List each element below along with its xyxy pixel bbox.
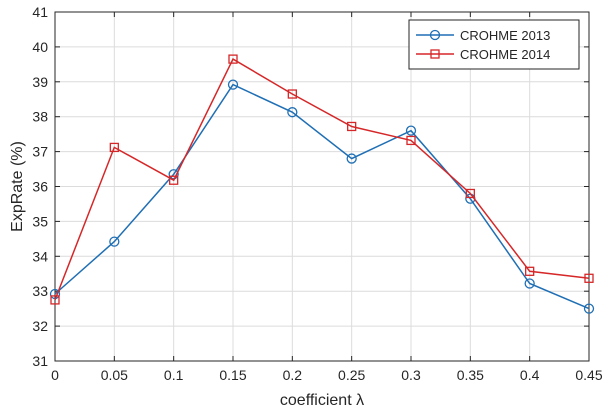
legend-item: CROHME 2014 [416, 47, 550, 62]
y-axis-label: ExpRate (%) [9, 141, 26, 232]
data-point [50, 295, 60, 305]
y-tick-label: 35 [32, 213, 48, 229]
data-point [347, 121, 357, 132]
data-point [583, 303, 595, 314]
data-point [584, 273, 594, 283]
series-line [54, 83, 590, 310]
y-tick-label: 38 [32, 109, 48, 125]
data-point [287, 89, 297, 99]
data-point [525, 266, 535, 276]
data-point [109, 236, 120, 247]
legend-label: CROHME 2013 [460, 28, 550, 43]
y-tick-label: 37 [32, 144, 48, 160]
x-axis-label: coefficient λ [280, 392, 364, 409]
series-2 [50, 54, 594, 305]
x-tick-label: 0.25 [338, 367, 365, 383]
data-point [228, 54, 238, 64]
x-tick-label: 0.3 [401, 367, 421, 383]
data-point [405, 125, 417, 136]
data-point [169, 175, 179, 185]
grid [55, 12, 589, 361]
data-point [346, 153, 357, 164]
series-1 [49, 79, 595, 314]
x-tick-label: 0.15 [219, 367, 246, 383]
data-point [406, 135, 416, 146]
y-tick-label: 33 [32, 283, 48, 299]
legend-marker [429, 29, 441, 41]
data-point [287, 107, 298, 118]
x-tick-label: 0 [51, 367, 59, 383]
x-tick-label: 0.05 [101, 367, 128, 383]
x-tick-label: 0.45 [575, 367, 602, 383]
data-point [465, 188, 475, 199]
data-point [109, 142, 119, 153]
y-tick-label: 36 [32, 179, 48, 195]
y-tick-label: 31 [32, 353, 48, 369]
legend-item: CROHME 2013 [416, 28, 550, 43]
data-point [227, 79, 239, 90]
x-tick-label: 0.2 [283, 367, 303, 383]
y-tick-label: 34 [32, 248, 48, 264]
x-tick-label: 0.35 [457, 367, 484, 383]
axis-ticks: 0 0.05 0.1 0.15 0.2 0.25 0.3 0.35 0.4 0.45 31 32 33 3… [32, 4, 602, 383]
legend: CROHME 2013 CROHME 2014 [408, 19, 580, 70]
data-point [524, 278, 535, 289]
y-tick-label: 40 [32, 39, 48, 55]
y-tick-label: 32 [32, 318, 48, 334]
legend-box [408, 19, 580, 70]
y-tick-label: 41 [32, 4, 48, 20]
x-tick-label: 0.1 [164, 367, 184, 383]
series-group [49, 54, 595, 314]
y-tick-label: 39 [32, 74, 48, 90]
series-line [54, 58, 590, 301]
legend-marker [430, 49, 440, 59]
x-tick-label: 0.4 [520, 367, 540, 383]
legend-label: CROHME 2014 [460, 47, 550, 62]
